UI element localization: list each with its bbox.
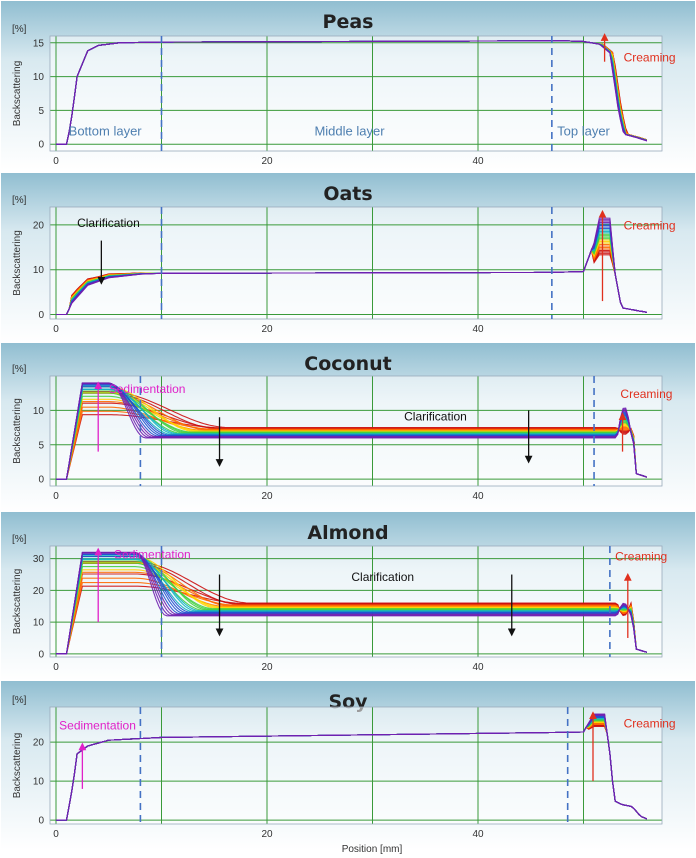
clarification-label: Clarification <box>404 410 467 424</box>
y-tick-label: 0 <box>38 816 44 827</box>
layer-label: Bottom layer <box>69 123 143 138</box>
x-tick-label: 20 <box>261 491 273 502</box>
panel-title: Oats <box>323 183 372 205</box>
y-unit: [%] <box>12 695 27 706</box>
x-tick-label: 40 <box>472 156 484 167</box>
y-tick-label: 10 <box>33 777 45 788</box>
x-tick-label: 0 <box>53 156 59 167</box>
y-tick-label: 20 <box>33 738 45 749</box>
y-tick-label: 0 <box>38 649 44 660</box>
y-tick-label: 20 <box>33 586 45 597</box>
y-unit: [%] <box>12 364 27 375</box>
y-tick-label: 0 <box>38 140 44 151</box>
profile-line <box>56 552 647 655</box>
y-axis-label: Backscattering <box>12 733 23 799</box>
profile-curves <box>56 382 647 480</box>
y-tick-label: 15 <box>33 38 45 49</box>
y-axis-label: Backscattering <box>12 569 23 635</box>
panel-peas: Peas [%] Backscattering 0 5 10 15 0 20 40 Bottom l… <box>0 0 696 171</box>
panel-title: Peas <box>323 11 374 33</box>
profile-line <box>56 382 647 480</box>
plot-area <box>50 207 662 319</box>
x-tick-label: 40 <box>472 829 484 840</box>
panel-almond: Almond [%] Backscattering 0 10 20 30 0 20 40 Sedim… <box>0 510 696 682</box>
creaming-label: Creaming <box>624 218 676 232</box>
x-axis-label: Position [mm] <box>342 844 403 855</box>
creaming-label: Creaming <box>624 716 676 730</box>
y-tick-label: 10 <box>33 265 45 276</box>
y-tick-label: 20 <box>33 220 45 231</box>
x-tick-label: 40 <box>472 324 484 335</box>
y-unit: [%] <box>12 534 27 545</box>
sedimentation-label: Sedimentation <box>59 719 136 733</box>
y-axis-label: Backscattering <box>12 61 23 127</box>
x-tick-label: 20 <box>261 324 273 335</box>
creaming-label: Creaming <box>615 549 667 563</box>
x-tick-label: 40 <box>472 662 484 673</box>
profile-curves <box>56 713 648 821</box>
profile-curves <box>56 40 647 145</box>
y-axis-label: Backscattering <box>12 230 23 296</box>
creaming-label: Creaming <box>624 51 676 65</box>
plot-area <box>50 36 662 151</box>
panel-title: Almond <box>307 522 388 544</box>
y-unit: [%] <box>12 195 27 206</box>
y-tick-label: 5 <box>38 106 44 117</box>
x-tick-label: 0 <box>53 829 59 840</box>
y-tick-label: 10 <box>33 618 45 629</box>
panel-coconut: Coconut [%] Backscattering 0 5 10 0 20 40 Sedimen… <box>0 341 696 513</box>
x-tick-label: 20 <box>261 156 273 167</box>
x-tick-label: 40 <box>472 491 484 502</box>
panel-title: Coconut <box>304 353 391 375</box>
y-tick-label: 30 <box>33 554 45 565</box>
y-tick-label: 0 <box>38 475 44 486</box>
x-tick-label: 0 <box>53 662 59 673</box>
y-unit: [%] <box>12 24 27 35</box>
layer-label: Middle layer <box>314 123 385 138</box>
layer-label: Top layer <box>557 123 610 138</box>
profile-curves <box>56 551 647 655</box>
creaming-label: Creaming <box>620 387 672 401</box>
x-tick-label: 0 <box>53 491 59 502</box>
y-axis-label: Backscattering <box>12 398 23 464</box>
plot-area <box>50 707 662 824</box>
y-tick-label: 10 <box>33 72 45 83</box>
sedimentation-label: Sedimentation <box>114 548 191 562</box>
y-tick-label: 10 <box>33 406 45 417</box>
y-tick-label: 5 <box>38 440 44 451</box>
panel-oats: Oats [%] Backscattering 0 10 20 0 20 40 Clarifica… <box>0 171 696 343</box>
profile-curves <box>56 217 647 316</box>
profile-line <box>56 40 647 145</box>
x-tick-label: 0 <box>53 324 59 335</box>
clarification-label: Clarification <box>351 570 414 584</box>
x-tick-label: 20 <box>261 662 273 673</box>
sedimentation-label: Sedimentation <box>109 382 186 396</box>
x-tick-label: 20 <box>261 829 273 840</box>
profile-line <box>56 551 647 655</box>
clarification-label: Clarification <box>77 216 140 230</box>
profile-line <box>56 713 648 821</box>
y-tick-label: 0 <box>38 310 44 321</box>
profile-line <box>56 217 647 316</box>
